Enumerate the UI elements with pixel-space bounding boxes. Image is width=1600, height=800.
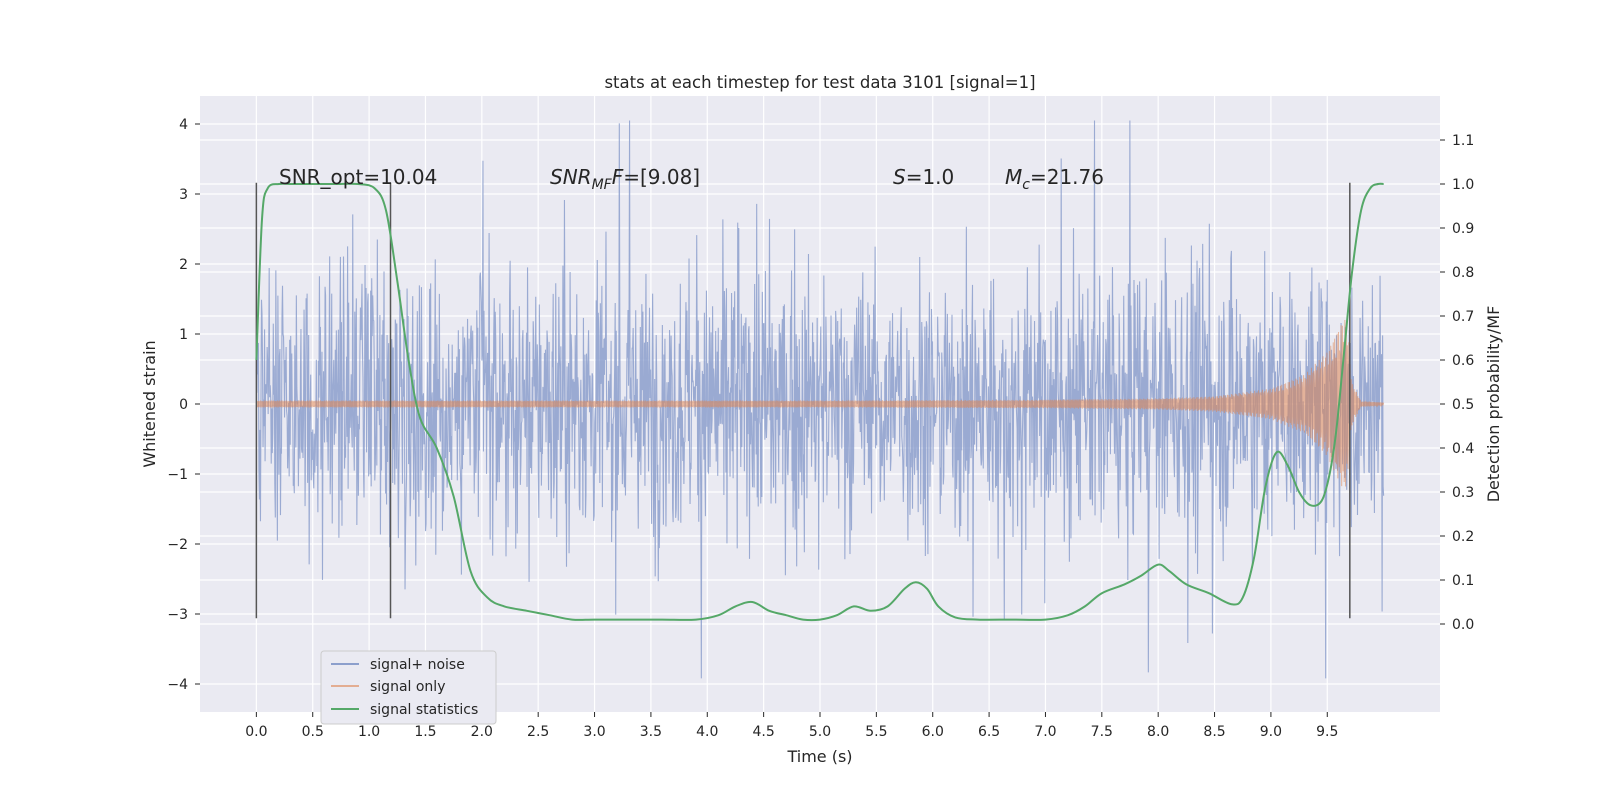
x-tick-label: 4.0 <box>696 724 718 740</box>
legend-label-signal-noise: signal+ noise <box>370 657 465 673</box>
snr-mf-subscript: MF <box>592 177 613 193</box>
y-tick-label-right: 1.1 <box>1452 133 1474 149</box>
y-tick-label-right: 1.0 <box>1452 177 1474 193</box>
x-tick-label: 5.0 <box>809 724 831 740</box>
x-tick-label: 4.5 <box>753 724 775 740</box>
x-tick-label: 6.0 <box>922 724 944 740</box>
x-tick-label: 9.0 <box>1260 724 1282 740</box>
snr-mf-symbol: SNR <box>550 165 592 189</box>
x-tick-label: 8.5 <box>1203 724 1225 740</box>
y-tick-label-right: 0.4 <box>1452 441 1474 457</box>
snr-mf-value: =[9.08] <box>623 165 700 189</box>
y-tick-label-right: 0.5 <box>1452 397 1474 413</box>
y-tick-label-right: 0.0 <box>1452 617 1474 633</box>
y-tick-label-right: 0.8 <box>1452 265 1474 281</box>
annotation-mc: Mc=21.76 <box>1005 165 1104 193</box>
y-tick-label-left: 0 <box>179 397 188 413</box>
annotation-snr-mf: SNRMFF=[9.08] <box>550 165 700 193</box>
y-tick-label-left: 2 <box>179 257 188 273</box>
series-line-signal-only <box>255 319 1385 487</box>
x-tick-label: 3.5 <box>640 724 662 740</box>
legend-box <box>320 650 497 725</box>
y-tick-label-left: −2 <box>167 537 188 553</box>
x-tick-label: 9.5 <box>1316 724 1338 740</box>
x-tick-label: 7.5 <box>1091 724 1113 740</box>
x-tick-label: 1.5 <box>414 724 436 740</box>
y-tick-label-left: 3 <box>179 187 188 203</box>
y-tick-label-left: 4 <box>179 117 188 133</box>
legend: signal+ noise signal only signal statist… <box>320 650 497 725</box>
y-tick-label-right: 0.1 <box>1452 573 1474 589</box>
series-signal-statistics <box>255 182 1384 622</box>
chart-title: stats at each timestep for test data 310… <box>604 73 1035 92</box>
x-tick-label: 3.0 <box>583 724 605 740</box>
series-signal-only <box>255 319 1385 487</box>
x-tick-label: 6.5 <box>978 724 1000 740</box>
vertical-markers <box>255 182 1351 619</box>
x-tick-label: 5.5 <box>865 724 887 740</box>
y-tick-label-right: 0.6 <box>1452 353 1474 369</box>
y-tick-label-right: 0.3 <box>1452 485 1474 501</box>
annotation-snr-opt: SNR_opt=10.04 <box>279 165 437 189</box>
y-tick-label-left: −3 <box>167 607 188 623</box>
x-axis-label: Time (s) <box>786 747 852 766</box>
y-axis-label-right: Detection probability/MF <box>1484 306 1503 503</box>
y-tick-label-left: 1 <box>179 327 188 343</box>
annotation-s: S=1.0 <box>893 165 954 189</box>
x-tick-label: 2.5 <box>527 724 549 740</box>
series-line-signal-statistics <box>255 182 1384 622</box>
x-tick-label: 1.0 <box>358 724 380 740</box>
tick-labels: 0.0 0.5 1.0 1.5 2.0 2.5 3.0 3.5 4.0 4.5 5.0 5.5 6.0 6… <box>167 117 1474 740</box>
y-axis-label-left: Whitened strain <box>140 340 159 467</box>
y-tick-label-left: −4 <box>167 677 188 693</box>
y-tick-label-right: 0.7 <box>1452 309 1474 325</box>
legend-label-signal-only: signal only <box>370 679 445 695</box>
x-tick-label: 0.5 <box>302 724 324 740</box>
y-tick-label-right: 0.2 <box>1452 529 1474 545</box>
x-tick-label: 8.0 <box>1147 724 1169 740</box>
y-tick-label-left: −1 <box>167 467 188 483</box>
x-tick-label: 7.0 <box>1034 724 1056 740</box>
annotations: SNR_opt=10.04 SNRMFF=[9.08] S=1.0 Mc=21.… <box>279 165 1104 193</box>
y-tick-label-right: 0.9 <box>1452 221 1474 237</box>
x-tick-label: 0.0 <box>245 724 267 740</box>
legend-label-signal-statistics: signal statistics <box>370 702 478 718</box>
x-tick-label: 2.0 <box>471 724 493 740</box>
